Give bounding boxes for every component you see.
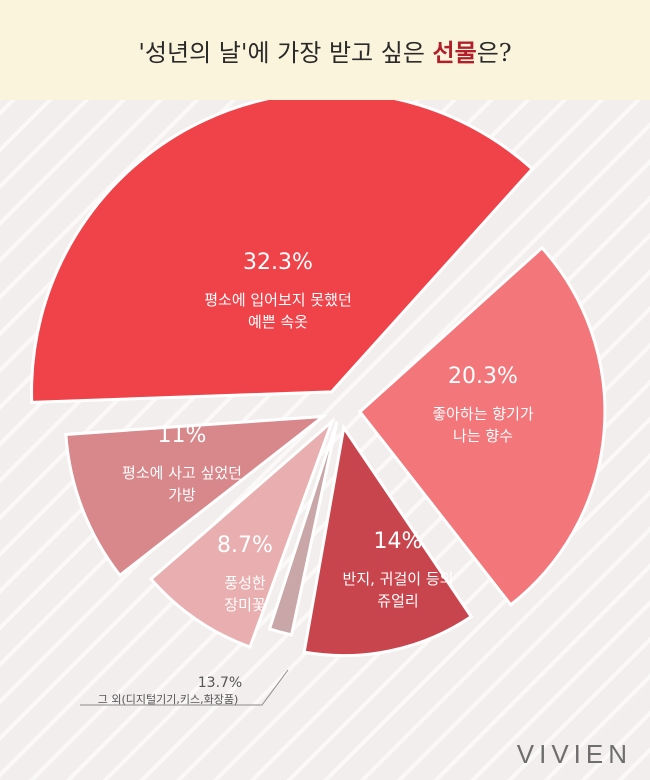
slice-2-category-label: 나는 향수 [453, 427, 513, 445]
title-prefix: '성년의 날'에 가장 받고 싶은 [138, 38, 433, 67]
slice-5-value-label: 8.7% [217, 533, 273, 558]
pie-slice-2 [357, 245, 607, 607]
slice-6-category-label: 평소에 사고 싶었던 [122, 464, 242, 482]
slice-6-value-label: 11% [158, 423, 207, 448]
brand-logo: VIVIEN [516, 739, 632, 769]
pie-slice-3 [302, 423, 474, 658]
pie-slice-1 [30, 100, 535, 404]
slice-3-category-label: 쥬얼리 [377, 592, 418, 610]
slice-2-category-label: 좋아하는 향기가 [432, 405, 534, 423]
pie-slice-6 [64, 414, 328, 578]
slice-2-value-label: 20.3% [448, 364, 518, 389]
pie-slice-4 [267, 421, 339, 637]
slice-1-value-label: 32.3% [243, 250, 313, 275]
slice-3-category-label: 반지, 귀걸이 등의 [343, 570, 454, 588]
slice-6-category-label: 가방 [168, 486, 196, 504]
slice-4-value-label: 13.7% [198, 675, 242, 691]
slice-5-category-label: 장미꽃 [224, 596, 265, 614]
slice-5-category-label: 풍성한 [224, 574, 266, 592]
slice-3-value-label: 14% [374, 529, 423, 554]
slice-4-category-label: 그 외(디지털기기,키스,화장품) [98, 693, 239, 706]
pie-slice-5 [148, 416, 336, 649]
title-banner [0, 0, 650, 100]
title-highlight: 선물 [432, 37, 477, 67]
callout-leader-line [80, 669, 289, 706]
slice-1-category-label: 평소에 입어보지 못했던 [204, 291, 352, 309]
title-suffix: 은? [476, 38, 512, 67]
slice-1-category-label: 예쁜 속옷 [248, 313, 308, 331]
page-title: '성년의 날'에 가장 받고 싶은 선물 은? [0, 0, 650, 100]
